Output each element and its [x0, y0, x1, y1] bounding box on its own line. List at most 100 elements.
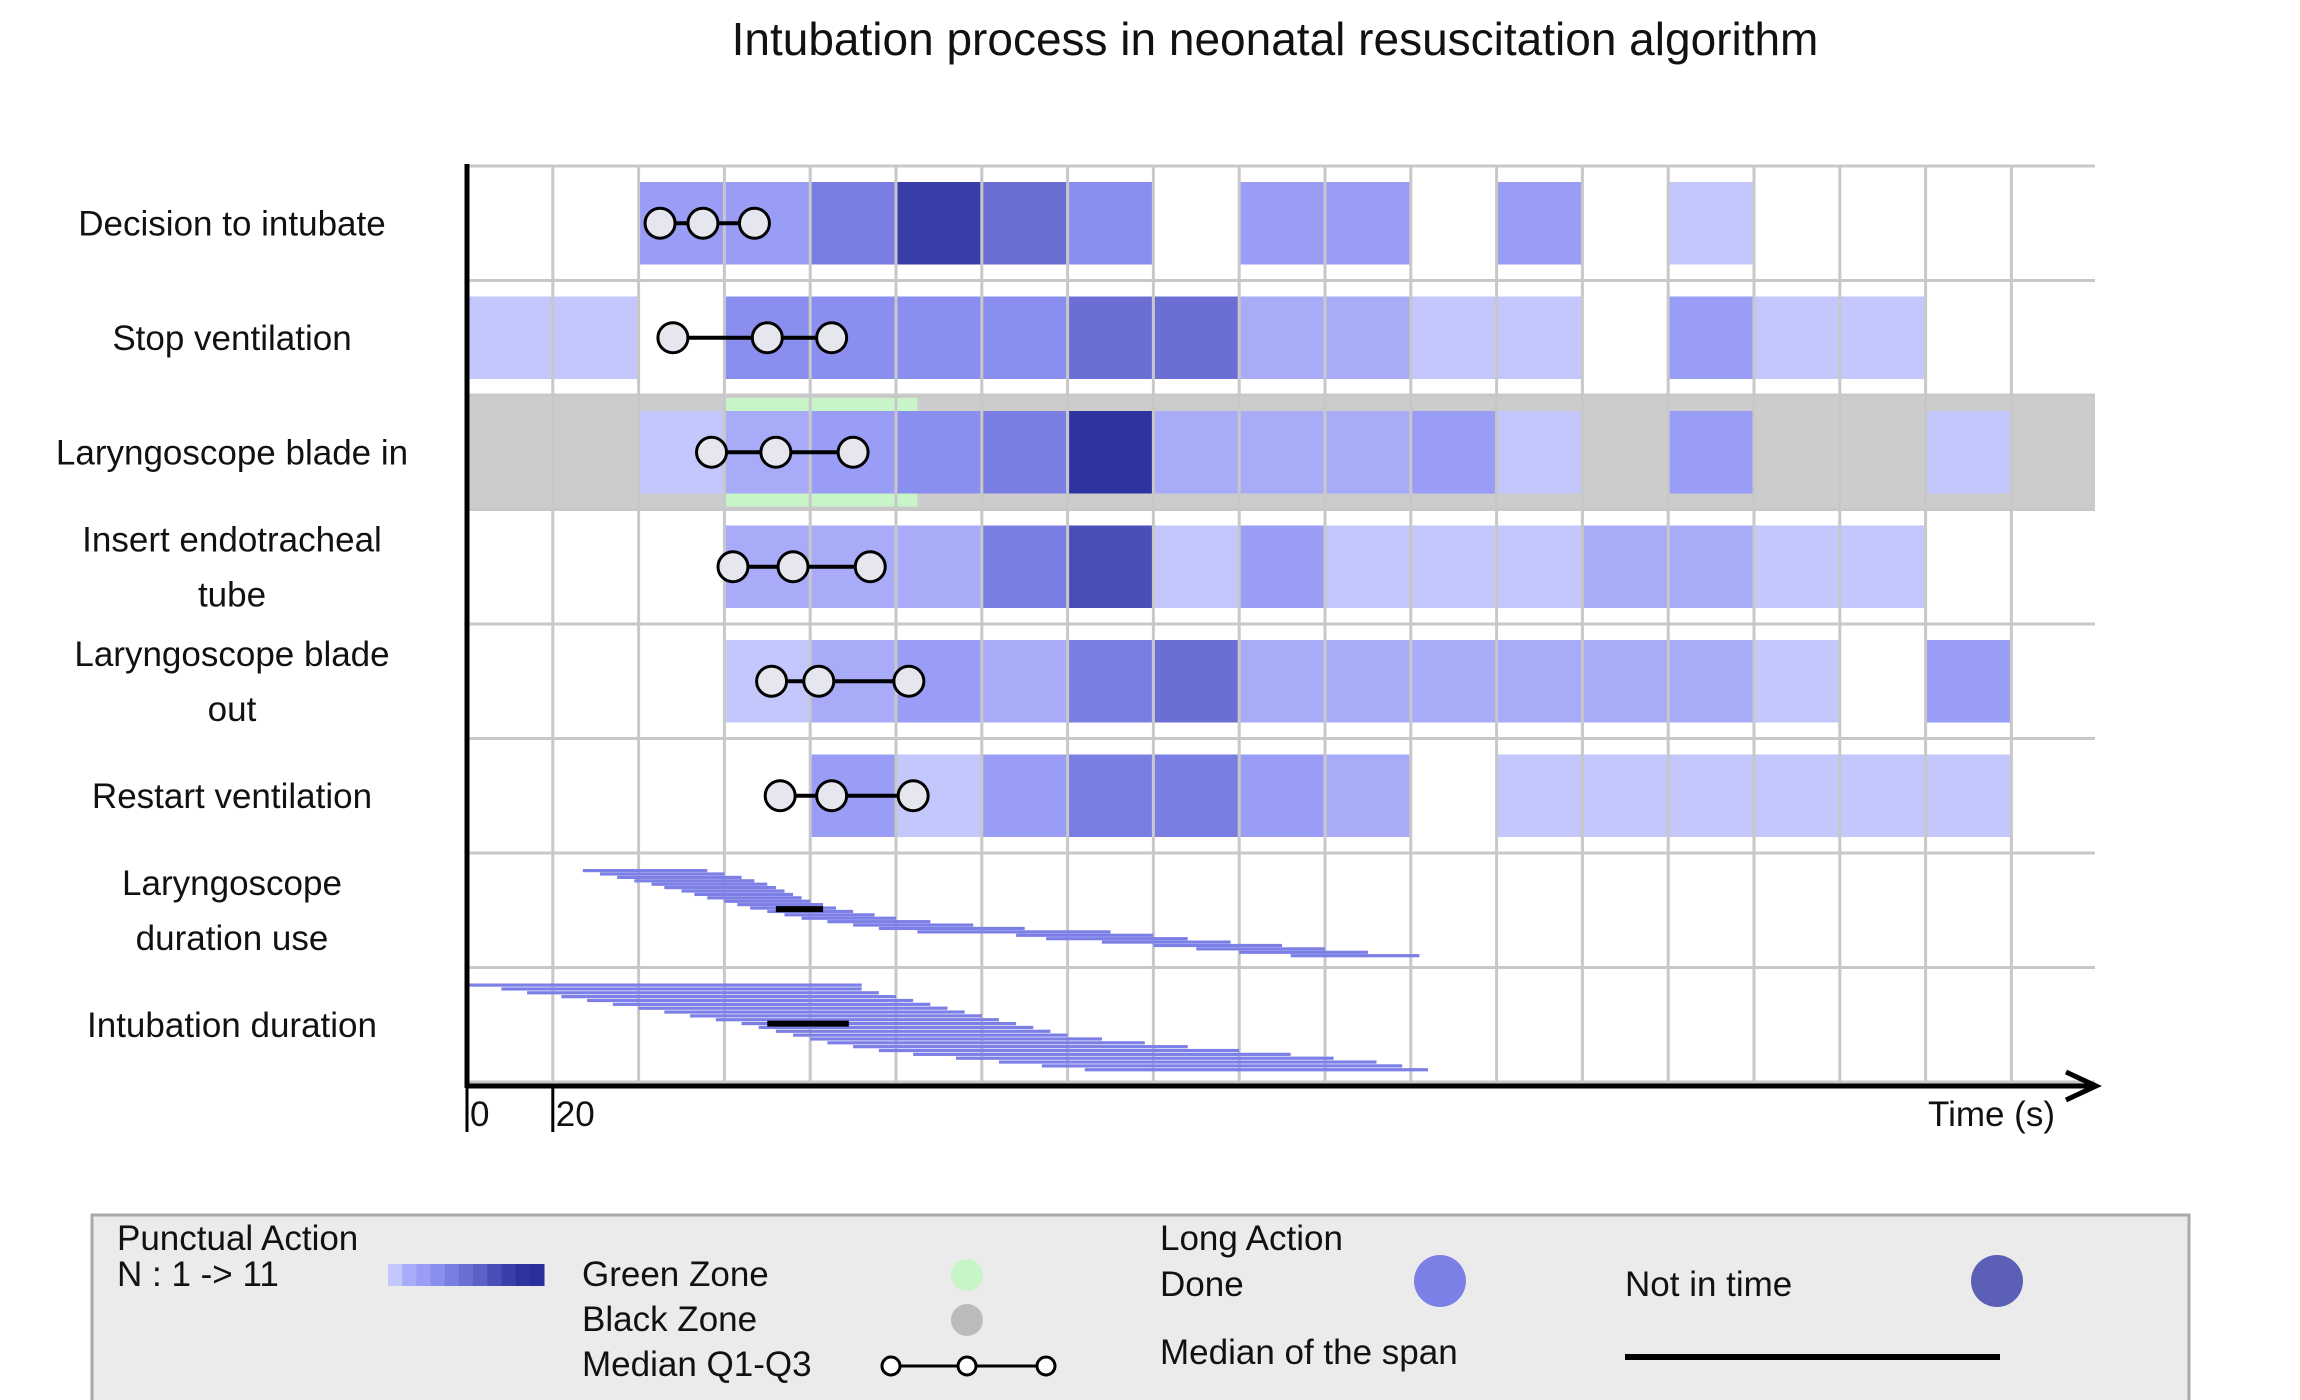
- span-bar: [694, 892, 794, 897]
- q3-marker: [896, 779, 930, 813]
- span-bar: [1046, 937, 1188, 941]
- span-bar: [1290, 954, 1420, 958]
- row-label: Insert endotracheal tube: [82, 520, 382, 614]
- heat-cell: [1668, 182, 1754, 265]
- heat-cell: [981, 640, 1068, 723]
- legend-box: [90, 1213, 2191, 1400]
- span-bar: [582, 869, 708, 873]
- span-bar: [758, 1025, 1034, 1030]
- legend-ramp-swatch: [529, 1264, 545, 1286]
- row-label: Intubation duration: [87, 1006, 377, 1045]
- heat-cell: [896, 182, 982, 265]
- heat-cell: [1239, 640, 1325, 723]
- heat-cell: [1067, 411, 1154, 494]
- heat-cell: [1325, 411, 1411, 494]
- q1-marker: [755, 664, 789, 698]
- legend-ramp-swatch: [444, 1264, 460, 1286]
- heat-cell: [1325, 182, 1411, 265]
- legend-black-zone-label: Black Zone: [582, 1300, 757, 1339]
- heat-cell: [1839, 754, 1926, 837]
- heat-cell: [1325, 525, 1411, 608]
- heat-cell: [1067, 525, 1154, 608]
- legend-ramp-swatch: [416, 1264, 432, 1286]
- row-label: Laryngoscope blade in: [56, 433, 408, 472]
- cells-layer: [467, 182, 2012, 837]
- span-bar: [681, 889, 785, 893]
- span-bar: [638, 1006, 948, 1010]
- heat-cell: [1668, 754, 1754, 837]
- heat-cell: [981, 525, 1068, 608]
- heat-cell: [1754, 525, 1840, 608]
- span-bar: [467, 983, 862, 987]
- span-bar: [664, 886, 776, 890]
- span-bar: [775, 1029, 1051, 1033]
- heat-cell: [896, 525, 982, 608]
- span-bar: [561, 995, 896, 999]
- heat-cell: [1754, 296, 1840, 379]
- heat-cell: [1153, 754, 1240, 837]
- heat-cell: [1668, 640, 1754, 723]
- span-bar: [801, 916, 896, 920]
- legend-ramp-swatch: [388, 1264, 403, 1286]
- heat-cell: [1067, 640, 1154, 723]
- heat-cell: [1410, 525, 1497, 608]
- legend-done-dot: [1414, 1255, 1466, 1307]
- median-marker: [686, 206, 720, 240]
- heat-cell: [1496, 525, 1583, 608]
- heat-cell: [1153, 640, 1240, 723]
- span-bar: [1239, 950, 1368, 954]
- legend-not-in-time-label: Not in time: [1625, 1265, 1792, 1304]
- legend-ramp-swatch: [458, 1264, 474, 1286]
- heat-cell: [1067, 754, 1154, 837]
- x-tick-label: 0: [470, 1095, 489, 1134]
- span-bar: [724, 899, 811, 903]
- q1-marker: [716, 550, 750, 584]
- heat-cell: [1239, 182, 1325, 265]
- heat-cell: [1839, 525, 1926, 608]
- q1-marker: [763, 779, 797, 813]
- legend-ramp-swatch: [430, 1264, 446, 1286]
- heat-cell: [981, 411, 1068, 494]
- heat-cell: [1067, 296, 1154, 379]
- heat-cell: [1582, 640, 1669, 723]
- span-bar: [917, 930, 1111, 934]
- heat-cell: [1410, 411, 1497, 494]
- legend-green-zone-dot: [951, 1259, 983, 1291]
- span-bar: [617, 875, 742, 880]
- legend-median-q1q3-label: Median Q1-Q3: [582, 1345, 812, 1384]
- span-bar: [707, 896, 802, 900]
- q3-marker: [737, 206, 771, 240]
- legend-ramp-swatch: [473, 1264, 488, 1286]
- heat-cell: [1239, 296, 1325, 379]
- legend-median-span-label: Median of the span: [1160, 1333, 1458, 1372]
- heat-cell: [896, 411, 982, 494]
- median-marker: [759, 435, 793, 469]
- q1-marker: [643, 206, 677, 240]
- heat-cell: [1325, 296, 1411, 379]
- heat-cell: [1925, 640, 2012, 723]
- span-bar: [810, 1037, 1102, 1041]
- median-marker: [776, 550, 810, 584]
- span-bar: [741, 1021, 1017, 1026]
- heat-cell: [1582, 525, 1669, 608]
- span-bar: [501, 987, 862, 991]
- span-bar: [784, 913, 875, 917]
- heat-cell: [1754, 640, 1840, 723]
- heat-cell: [981, 182, 1068, 265]
- row-label: Decision to intubate: [78, 204, 385, 243]
- span-bar: [715, 1018, 999, 1022]
- medians-layer: [643, 206, 930, 1027]
- axes-layer: 0 20 Time (s): [464, 164, 2102, 1134]
- legend-ramp: [388, 1264, 545, 1286]
- span-bar: [737, 903, 824, 907]
- x-axis-label: Time (s): [1928, 1095, 2055, 1134]
- legend-ramp-swatch: [515, 1264, 531, 1286]
- heat-cell: [1410, 640, 1497, 723]
- span-bar: [853, 1045, 1188, 1049]
- span-bar: [878, 1048, 1240, 1053]
- x-tick-label: 20: [556, 1095, 595, 1134]
- heat-cell: [1067, 182, 1154, 265]
- span-bar: [878, 926, 1025, 931]
- legend-long-title: Long Action: [1160, 1219, 1343, 1258]
- legend-ramp-swatch: [402, 1264, 417, 1286]
